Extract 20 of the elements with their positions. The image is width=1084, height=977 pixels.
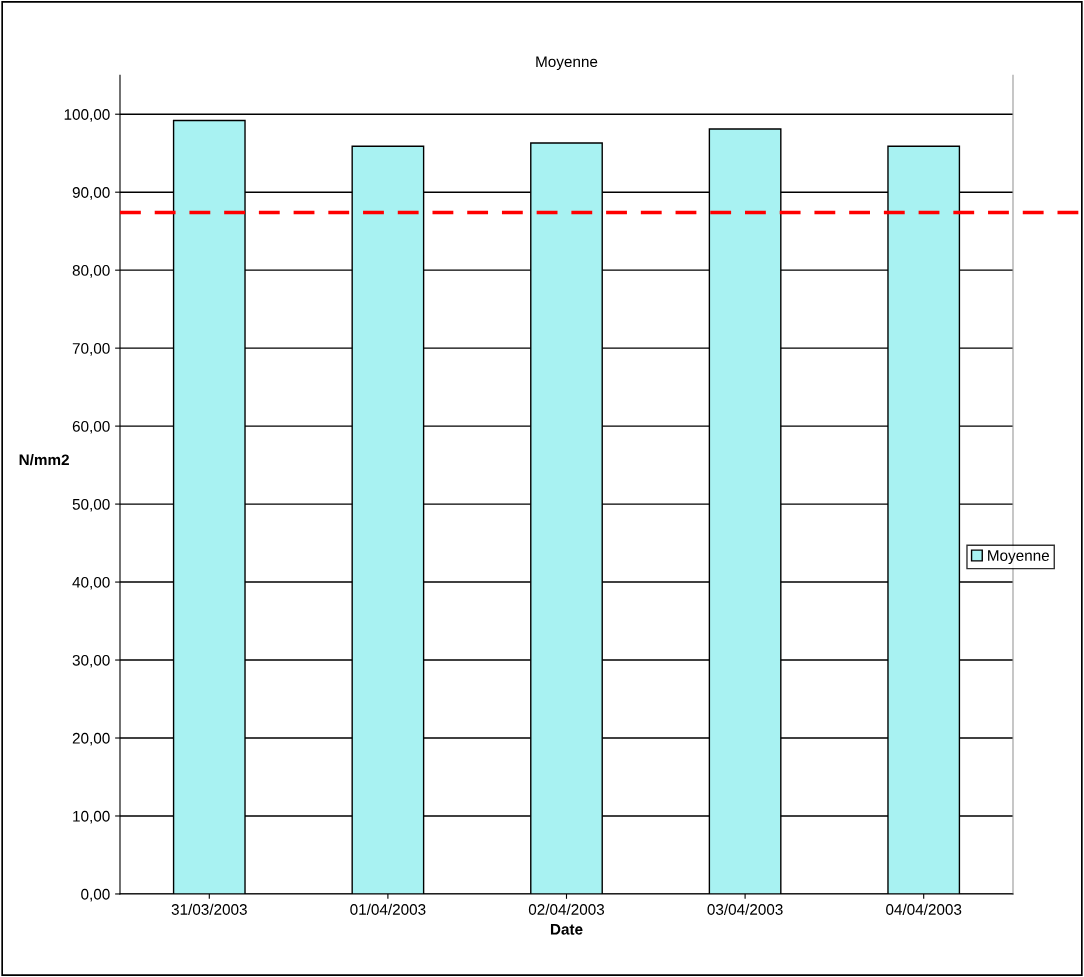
y-tick-label: 70,00: [72, 343, 110, 356]
y-tick-label: 50,00: [72, 498, 110, 512]
y-tick-label: 40,00: [72, 576, 110, 590]
y-axis-title: N/mm2: [19, 453, 69, 466]
x-tick-label: 02/04/2003: [528, 903, 605, 915]
x-tick-label: 03/04/2003: [707, 903, 783, 915]
x-tick-label: 01/04/2003: [350, 903, 426, 915]
x-tick-label: 04/04/2003: [886, 903, 962, 915]
x-axis-title: Date: [550, 924, 583, 935]
y-tick-label: 20,00: [72, 732, 110, 746]
y-tick-label: 80,00: [72, 265, 110, 278]
y-tick-label: 0,00: [81, 888, 110, 902]
y-tick-label: 10,00: [73, 810, 110, 824]
y-tick-label: 90,00: [72, 187, 110, 200]
chart-title: Moyenne: [536, 56, 598, 71]
y-tick-label: 100,00: [64, 109, 110, 122]
y-tick-label: 30,00: [72, 654, 110, 668]
x-tick-label: 31/03/2003: [171, 903, 247, 915]
legend-label: Moyenne: [988, 550, 1050, 565]
y-tick-label: 60,00: [72, 420, 110, 434]
